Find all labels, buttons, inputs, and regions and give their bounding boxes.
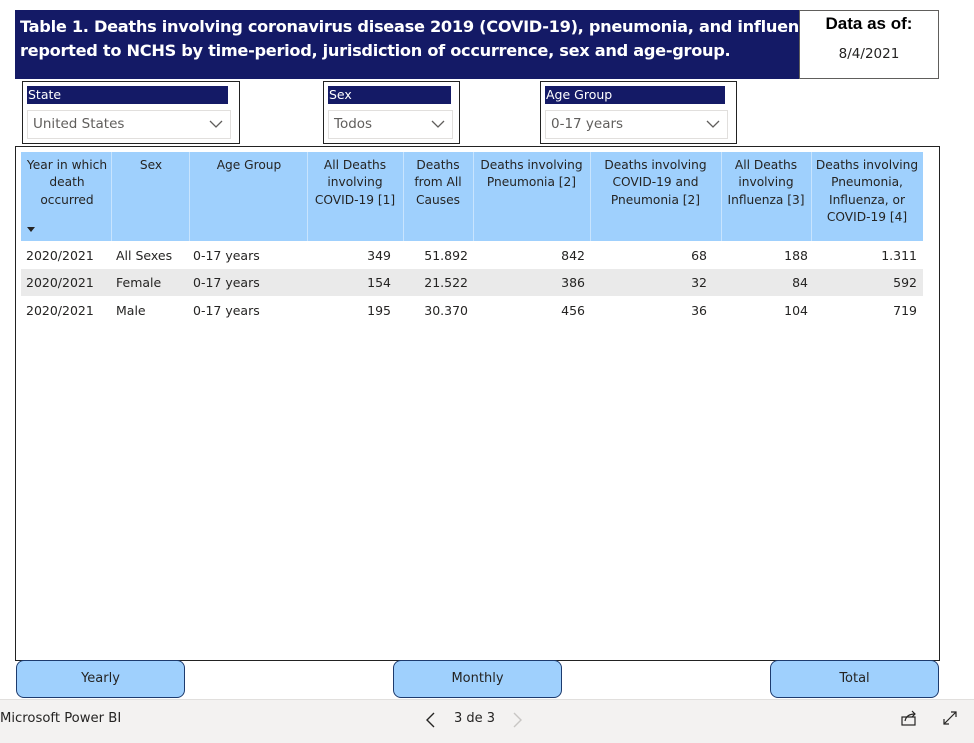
- state-slicer: State United States: [22, 81, 240, 144]
- state-dropdown-value: United States: [33, 116, 125, 132]
- column-divider: [403, 152, 404, 241]
- table-row[interactable]: 2020/2021 Female 0-17 years 154 21.522 3…: [21, 269, 923, 296]
- sex-dropdown[interactable]: Todos: [328, 110, 453, 139]
- column-divider: [721, 152, 722, 241]
- cell-influenza: 84: [792, 275, 808, 290]
- sex-dropdown-value: Todos: [334, 116, 373, 132]
- table-row[interactable]: 2020/2021 Male 0-17 years 195 30.370 456…: [21, 297, 923, 324]
- cell-sex: All Sexes: [116, 248, 173, 263]
- column-divider: [111, 152, 112, 241]
- cell-year: 2020/2021: [26, 275, 94, 290]
- cell-influenza: 188: [784, 248, 808, 263]
- column-header-year[interactable]: Year in which death occurred: [26, 158, 108, 207]
- chevron-down-icon: [209, 120, 223, 128]
- cell-age-group: 0-17 years: [193, 303, 260, 318]
- cell-influenza: 104: [784, 303, 808, 318]
- state-dropdown[interactable]: United States: [27, 110, 231, 139]
- column-header-covid-deaths[interactable]: All Deaths involving COVID-19 [1]: [314, 158, 396, 207]
- report-title-line-1: Table 1. Deaths involving coronavirus di…: [20, 17, 819, 36]
- deaths-table: Year in which death occurred Sex Age Gro…: [15, 146, 940, 661]
- cell-age-group: 0-17 years: [193, 275, 260, 290]
- cell-pic-deaths: 1.311: [881, 248, 917, 263]
- age-group-slicer-label: Age Group: [545, 86, 725, 104]
- cell-covid-pneumonia: 36: [691, 303, 707, 318]
- cell-covid-pneumonia: 68: [691, 248, 707, 263]
- share-icon[interactable]: [900, 709, 918, 727]
- chevron-down-icon: [431, 120, 445, 128]
- cell-year: 2020/2021: [26, 248, 94, 263]
- sex-slicer-label: Sex: [328, 86, 451, 104]
- column-header-age-group[interactable]: Age Group: [216, 158, 282, 172]
- cell-pneumonia: 456: [561, 303, 585, 318]
- column-header-sex[interactable]: Sex: [139, 158, 163, 172]
- column-header-all-causes[interactable]: Deaths from All Causes: [414, 158, 462, 207]
- monthly-button[interactable]: Monthly: [393, 660, 562, 698]
- cell-pneumonia: 842: [561, 248, 585, 263]
- cell-pic-deaths: 592: [893, 275, 917, 290]
- data-as-of-label: Data as of:: [825, 14, 913, 33]
- column-header-pneumonia[interactable]: Deaths involving Pneumonia [2]: [480, 158, 583, 190]
- column-header-influenza[interactable]: All Deaths involving Influenza [3]: [727, 158, 805, 207]
- table-row[interactable]: 2020/2021 All Sexes 0-17 years 349 51.89…: [21, 242, 923, 269]
- column-divider: [811, 152, 812, 241]
- cell-covid-deaths: 349: [367, 248, 391, 263]
- cell-sex: Female: [116, 275, 162, 290]
- page-navigator: 3 de 3: [420, 708, 540, 732]
- yearly-button[interactable]: Yearly: [16, 660, 185, 698]
- cell-all-causes: 21.522: [424, 275, 468, 290]
- report-title: Table 1. Deaths involving coronavirus di…: [15, 10, 819, 79]
- report-title-line-2: reported to NCHS by time-period, jurisdi…: [20, 41, 731, 60]
- sex-slicer: Sex Todos: [323, 81, 460, 144]
- cell-pneumonia: 386: [561, 275, 585, 290]
- chevron-right-icon: [513, 712, 522, 728]
- data-as-of-value: 8/4/2021: [838, 46, 900, 62]
- cell-covid-deaths: 195: [367, 303, 391, 318]
- cell-pic-deaths: 719: [893, 303, 917, 318]
- state-slicer-label: State: [27, 86, 228, 104]
- page-indicator: 3 de 3: [454, 711, 496, 726]
- column-divider: [590, 152, 591, 241]
- age-group-dropdown-value: 0-17 years: [551, 116, 624, 132]
- chevron-down-icon: [706, 120, 720, 128]
- cell-covid-deaths: 154: [367, 275, 391, 290]
- column-header-covid-pneumonia[interactable]: Deaths involving COVID-19 and Pneumonia …: [604, 158, 707, 207]
- data-as-of-card: Data as of: 8/4/2021: [799, 10, 939, 79]
- cell-all-causes: 30.370: [424, 303, 468, 318]
- sort-descending-icon[interactable]: [27, 227, 35, 232]
- expand-icon[interactable]: [941, 709, 959, 727]
- power-bi-brand[interactable]: Microsoft Power BI: [0, 711, 122, 726]
- column-divider: [307, 152, 308, 241]
- cell-year: 2020/2021: [26, 303, 94, 318]
- total-button[interactable]: Total: [770, 660, 939, 698]
- age-group-dropdown[interactable]: 0-17 years: [545, 110, 728, 139]
- cell-age-group: 0-17 years: [193, 248, 260, 263]
- cell-sex: Male: [116, 303, 146, 318]
- column-header-pic-deaths[interactable]: Deaths involving Pneumonia, Influenza, o…: [815, 158, 919, 224]
- column-divider: [473, 152, 474, 241]
- table-header[interactable]: Year in which death occurred Sex Age Gro…: [21, 152, 923, 241]
- cell-covid-pneumonia: 32: [691, 275, 707, 290]
- age-group-slicer: Age Group 0-17 years: [540, 81, 737, 144]
- cell-all-causes: 51.892: [424, 248, 468, 263]
- chevron-left-icon[interactable]: [424, 711, 438, 729]
- column-divider: [189, 152, 190, 241]
- power-bi-footer: Microsoft Power BI 3 de 3: [0, 699, 974, 743]
